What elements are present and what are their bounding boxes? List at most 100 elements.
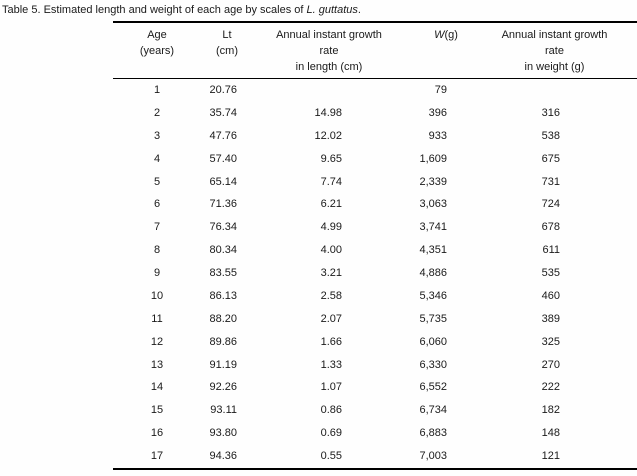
cell-lt: 93.11	[210, 404, 237, 417]
cell-lt: 88.20	[209, 312, 237, 325]
cell-growth-length: 6.21	[320, 198, 342, 211]
data-table: Age (years) Lt (cm) Annual instant growt…	[113, 21, 637, 470]
cell-spacer	[622, 376, 637, 399]
table-row: 3 47.76 12.02 933 538	[113, 125, 637, 148]
table-row: 9 83.55 3.21 4,886 535	[113, 262, 637, 285]
cell-age: 8	[153, 244, 161, 257]
col-header-growth-weight: Annual instant growth rate in weight (g)	[487, 22, 622, 79]
table-row: 11 88.20 2.07 5,735 389	[113, 308, 637, 331]
table-row: 14 92.26 1.07 6,552 222	[113, 376, 637, 399]
weight-unit: (g)	[444, 29, 458, 41]
caption-species-italic: L. guttatus	[306, 4, 358, 16]
cell-lt: 65.14	[209, 175, 237, 188]
col-header-weight: W(g)	[405, 22, 487, 79]
cell-spacer	[622, 148, 637, 171]
cell-weight: 933	[428, 129, 447, 142]
table-row: 13 91.19 1.33 6,330 270	[113, 354, 637, 377]
cell-spacer	[622, 102, 637, 125]
table-row: 2 35.74 14.98 396 316	[113, 102, 637, 125]
cell-weight: 79	[434, 84, 447, 96]
cell-growth-weight: 316	[541, 106, 560, 119]
header-line: in weight (g)	[524, 61, 585, 73]
cell-lt: 57.40	[209, 152, 237, 165]
cell-weight: 5,346	[419, 289, 447, 302]
cell-age: 6	[153, 198, 161, 211]
cell-growth-length: 2.58	[320, 289, 342, 302]
cell-growth-weight: 121	[541, 450, 560, 462]
cell-age: 17	[150, 450, 164, 462]
cell-age: 2	[153, 106, 161, 119]
header-line: (years)	[139, 45, 175, 57]
cell-spacer	[622, 216, 637, 239]
cell-spacer	[622, 445, 637, 469]
table-row: 15 93.11 0.86 6,734 182	[113, 399, 637, 422]
cell-lt: 20.76	[209, 84, 237, 96]
header-line	[405, 43, 487, 59]
cell-growth-weight: 731	[541, 175, 560, 188]
table-caption: Table 5. Estimated length and weight of …	[2, 3, 361, 17]
cell-spacer	[622, 285, 637, 308]
header-line: (cm)	[216, 45, 238, 57]
cell-weight: 1,609	[419, 152, 447, 165]
table-row: 8 80.34 4.00 4,351 611	[113, 239, 637, 262]
caption-text: Table 5. Estimated length and weight of …	[2, 4, 307, 16]
table-row: 17 94.36 0.55 7,003 121	[113, 445, 637, 469]
cell-age: 1	[153, 84, 161, 96]
cell-spacer	[622, 422, 637, 445]
header-line: W(g)	[405, 27, 487, 43]
cell-lt: 86.13	[209, 289, 237, 302]
cell-spacer	[622, 399, 637, 422]
cell-growth-weight: 222	[541, 381, 560, 394]
cell-lt: 80.34	[209, 244, 237, 257]
cell-lt: 35.74	[209, 106, 237, 119]
header-line: Annual instant growth	[276, 29, 382, 41]
cell-spacer	[622, 125, 637, 148]
table-row: 4 57.40 9.65 1,609 675	[113, 148, 637, 171]
header-line: in length (cm)	[295, 61, 363, 73]
cell-growth-length: 1.07	[320, 381, 342, 394]
cell-growth-weight: 611	[542, 244, 560, 257]
cell-growth-weight: 724	[541, 198, 560, 211]
cell-growth-length: 2.07	[320, 312, 342, 325]
col-header-lt: Lt (cm)	[201, 22, 253, 79]
table-body: 1 20.76 79 2 35.74 14.98 396 316 3 47.76…	[113, 79, 637, 469]
cell-lt: 76.34	[209, 221, 237, 234]
cell-weight: 4,351	[419, 244, 447, 257]
cell-weight: 6,734	[419, 404, 447, 417]
cell-age: 13	[150, 358, 164, 371]
cell-weight: 4,886	[419, 267, 447, 279]
cell-age: 15	[150, 404, 164, 417]
table-row: 16 93.80 0.69 6,883 148	[113, 422, 637, 445]
table-row: 10 86.13 2.58 5,346 460	[113, 285, 637, 308]
table-row: 1 20.76 79	[113, 79, 637, 102]
cell-growth-weight: 389	[541, 312, 560, 325]
cell-age: 3	[153, 129, 161, 142]
cell-weight: 2,339	[419, 175, 447, 188]
cell-growth-weight: 182	[541, 404, 560, 417]
header-row: Age (years) Lt (cm) Annual instant growt…	[113, 22, 637, 79]
cell-age: 9	[153, 267, 161, 279]
cell-growth-weight: 675	[541, 152, 560, 165]
col-header-age: Age (years)	[113, 22, 201, 79]
header-line	[405, 59, 487, 75]
cell-weight: 6,883	[419, 427, 447, 440]
cell-weight: 3,741	[419, 221, 447, 234]
cell-lt: 94.36	[209, 450, 237, 462]
cell-age: 10	[150, 289, 164, 302]
table-row: 12 89.86 1.66 6,060 325	[113, 331, 637, 354]
cell-lt: 92.26	[209, 381, 237, 394]
cell-spacer	[622, 79, 637, 102]
cell-spacer	[622, 171, 637, 194]
header-line: rate	[319, 45, 339, 57]
cell-growth-length: 7.74	[320, 175, 342, 188]
cell-spacer	[622, 308, 637, 331]
cell-growth-weight: 538	[541, 129, 560, 142]
header-line: Age	[147, 29, 167, 41]
cell-growth-length: 1.33	[320, 358, 342, 371]
cell-lt: 71.36	[209, 198, 237, 211]
header-line: Lt	[222, 29, 232, 41]
cell-weight: 7,003	[419, 450, 447, 462]
table-header: Age (years) Lt (cm) Annual instant growt…	[113, 22, 637, 79]
cell-growth-length: 0.69	[320, 427, 342, 440]
